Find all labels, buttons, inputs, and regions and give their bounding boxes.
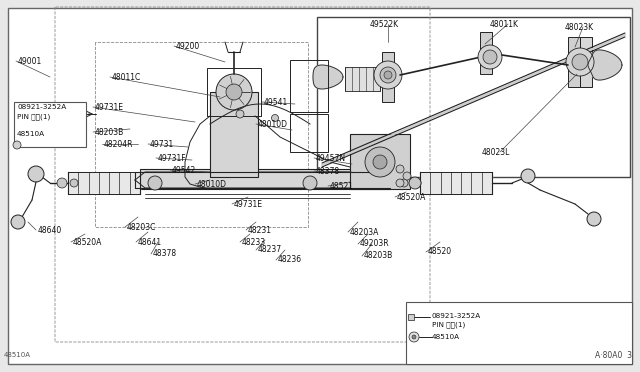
Bar [480,32,492,74]
Bar [14,102,86,147]
Bar [290,114,328,152]
Circle shape [28,166,44,182]
Text: 48023K: 48023K [565,22,594,32]
Polygon shape [68,172,140,194]
Circle shape [409,332,419,342]
Text: 49001: 49001 [18,57,42,65]
Polygon shape [135,172,405,188]
Text: 48203B: 48203B [364,251,393,260]
Text: 48640: 48640 [38,225,62,234]
Circle shape [365,147,395,177]
Circle shape [400,179,408,187]
Text: 49200: 49200 [176,42,200,51]
Circle shape [483,50,497,64]
Circle shape [148,176,162,190]
Circle shape [380,67,396,83]
Text: 49203R: 49203R [360,240,390,248]
Bar [382,52,394,102]
Circle shape [409,177,421,189]
Circle shape [236,110,244,118]
Circle shape [226,84,242,100]
Bar [140,169,390,189]
Circle shape [70,179,78,187]
Text: 49731: 49731 [150,140,174,148]
Bar [406,302,632,364]
Text: 49731F: 49731F [158,154,187,163]
Circle shape [396,165,404,173]
Text: 48010D: 48010D [258,119,288,128]
Text: PIN ピン(1): PIN ピン(1) [17,114,51,120]
Circle shape [478,45,502,69]
Circle shape [57,178,67,188]
Text: 48641: 48641 [138,237,162,247]
Text: 48520: 48520 [428,247,452,257]
Text: 48203C: 48203C [127,222,156,231]
Circle shape [411,178,421,188]
Text: 48520A: 48520A [73,237,102,247]
Circle shape [396,179,404,187]
Circle shape [403,172,411,180]
Circle shape [216,74,252,110]
Text: 48203A: 48203A [350,228,380,237]
Text: 49731E: 49731E [234,199,263,208]
Text: A·80A0  3: A·80A0 3 [595,351,632,360]
Text: 48510A: 48510A [17,131,45,137]
Text: 49542: 49542 [172,166,196,174]
Text: 08921-3252A: 08921-3252A [432,313,481,319]
Text: 48023L: 48023L [482,148,510,157]
Text: 49731E: 49731E [95,103,124,112]
Text: 48378: 48378 [153,250,177,259]
Text: 49522K: 49522K [370,19,399,29]
Bar [568,37,580,87]
Text: 48010D: 48010D [197,180,227,189]
Bar [317,17,630,177]
Text: 48237: 48237 [258,246,282,254]
Text: 48510A: 48510A [4,352,31,358]
Circle shape [374,61,402,89]
Text: 48233: 48233 [242,237,266,247]
Text: 48520A: 48520A [397,192,426,202]
Text: 48204R: 48204R [104,140,134,148]
Bar [345,67,380,91]
Circle shape [271,115,278,122]
Bar [290,60,328,112]
Text: 08921-3252A: 08921-3252A [17,104,67,110]
Bar [207,68,261,116]
Circle shape [13,141,21,149]
Text: 48011C: 48011C [112,73,141,81]
Circle shape [566,48,594,76]
Text: 48510A: 48510A [432,334,460,340]
Text: 48011K: 48011K [490,19,519,29]
Bar [408,314,414,320]
Bar [210,92,258,177]
Circle shape [412,335,416,339]
Text: 49457N: 49457N [316,154,346,163]
Polygon shape [313,65,343,89]
Text: 48521: 48521 [330,182,354,190]
Circle shape [303,176,317,190]
Circle shape [384,71,392,79]
Text: 49541: 49541 [264,97,288,106]
Text: PIN ピン(1): PIN ピン(1) [432,322,465,328]
Text: 48378: 48378 [316,167,340,176]
Circle shape [521,169,535,183]
Circle shape [572,54,588,70]
Text: 48231: 48231 [248,225,272,234]
Circle shape [587,212,601,226]
Polygon shape [588,50,622,80]
Text: 48236: 48236 [278,256,302,264]
Polygon shape [420,172,492,194]
Circle shape [373,155,387,169]
Text: 48203B: 48203B [95,128,124,137]
Bar [580,37,592,87]
Bar [350,134,410,189]
Circle shape [11,215,25,229]
